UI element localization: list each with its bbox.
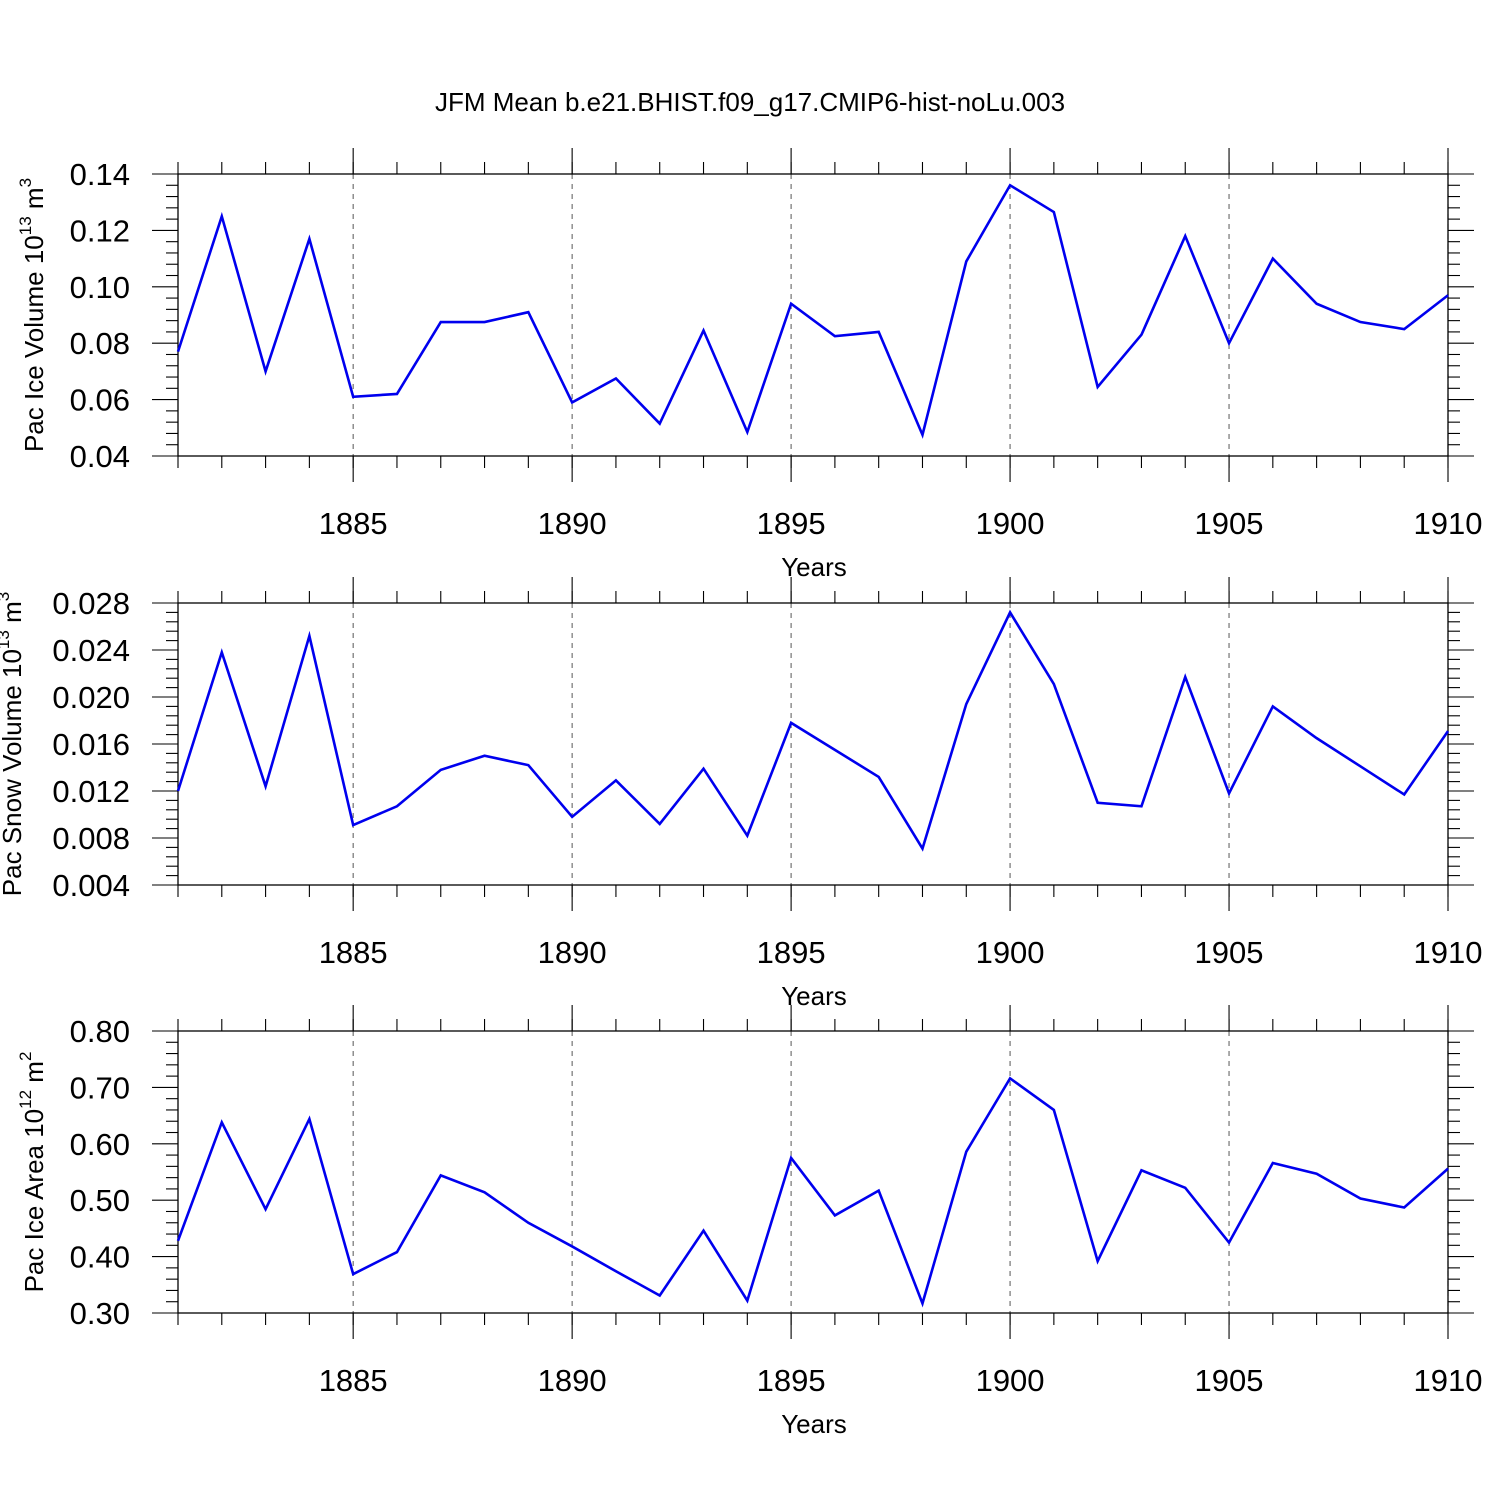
- series-points: [178, 185, 1448, 435]
- x-tick-label: 1895: [757, 506, 826, 541]
- y-axis-title: Pac Ice Volume 1013 m3: [16, 178, 49, 452]
- x-tick-label: 1905: [1195, 1363, 1264, 1398]
- y-tick-label: 0.008: [52, 821, 130, 856]
- x-tick-label: 1905: [1195, 506, 1264, 541]
- x-tick-label: 1890: [538, 1363, 607, 1398]
- plot-frame: [177, 602, 1449, 886]
- y-tick-label: 0.10: [70, 270, 130, 305]
- y-axis-title-part: Pac Ice Volume 10: [19, 235, 49, 452]
- x-tick-label: 1900: [976, 506, 1045, 541]
- x-tick-label: 1900: [976, 935, 1045, 970]
- x-tick-label: 1910: [1414, 1363, 1483, 1398]
- y-tick-label: 0.016: [52, 727, 130, 762]
- y-minor-ticks: [166, 611, 1460, 877]
- x-tick-label: 1885: [319, 935, 388, 970]
- y-tick-label: 0.40: [70, 1240, 130, 1275]
- y-tick-label: 0.70: [70, 1070, 130, 1105]
- y-tick-label: 0.12: [70, 213, 130, 248]
- y-tick-label: 0.004: [52, 868, 130, 903]
- y-axis-title-exponent: 3: [0, 592, 13, 601]
- y-axis-title-part: m: [19, 187, 49, 216]
- y-tick-label: 0.024: [52, 633, 130, 668]
- y-axis-title: Pac Ice Area 1012 m2: [16, 1052, 49, 1293]
- plot-frame: [177, 1030, 1449, 1314]
- x-tick-label: 1885: [319, 506, 388, 541]
- y-tick-label: 0.028: [52, 586, 130, 621]
- y-minor-ticks: [166, 1041, 1460, 1303]
- panel-2: 0.004 0.008 0.012 0.016 0.020 0.024 0.028 1885 1…: [0, 577, 1482, 1011]
- series-line: [176, 183, 1449, 439]
- x-axis-title: Years: [781, 552, 847, 582]
- y-axis-title-exponent: 12: [16, 1090, 35, 1109]
- y-tick-label: 0.06: [70, 383, 130, 418]
- x-tick-label: 1910: [1414, 506, 1483, 541]
- x-tick-label: 1895: [757, 935, 826, 970]
- y-tick-label: 0.020: [52, 680, 130, 715]
- y-tick-label: 0.30: [70, 1296, 130, 1331]
- y-axis-title-exponent: 2: [16, 1052, 35, 1061]
- plot-frame: [177, 173, 1449, 457]
- y-tick-label: 0.50: [70, 1183, 130, 1218]
- x-minor-ticks: [177, 591, 1449, 897]
- panel-3: 0.30 0.40 0.50 0.60 0.70 0.80 1885 1890 1895 1900…: [16, 1005, 1482, 1439]
- x-axis-title: Years: [781, 1409, 847, 1439]
- x-tick-label: 1900: [976, 1363, 1045, 1398]
- x-tick-label: 1905: [1195, 935, 1264, 970]
- panel-1: 0.04 0.06 0.08 0.10 0.12 0.14 1885 1890 1895 1900…: [16, 148, 1482, 582]
- y-axis-title-exponent: 13: [16, 216, 35, 235]
- y-tick-label: 0.012: [52, 774, 130, 809]
- x-minor-ticks: [177, 1019, 1449, 1325]
- panels: 0.04 0.06 0.08 0.10 0.12 0.14 1885 1890 1895 1900…: [0, 148, 1482, 1439]
- x-minor-ticks: [177, 162, 1449, 468]
- x-tick-label: 1890: [538, 935, 607, 970]
- y-axis-title-part: m: [19, 1061, 49, 1090]
- series-line: [176, 1076, 1449, 1308]
- y-axis-title: Pac Snow Volume 1013 m3: [0, 592, 27, 896]
- x-axis-title: Years: [781, 981, 847, 1011]
- y-tick-label: 0.80: [70, 1014, 130, 1049]
- y-tick-label: 0.14: [70, 157, 130, 192]
- series-line: [176, 609, 1450, 852]
- y-axis-title-part: Pac Ice Area 10: [19, 1109, 49, 1293]
- y-axis-title-part: Pac Snow Volume 10: [0, 649, 27, 896]
- y-tick-label: 0.08: [70, 326, 130, 361]
- y-axis-title-exponent: 13: [0, 630, 13, 649]
- x-tick-label: 1885: [319, 1363, 388, 1398]
- y-minor-ticks: [166, 184, 1460, 446]
- y-tick-label: 0.60: [70, 1127, 130, 1162]
- x-tick-label: 1890: [538, 506, 607, 541]
- figure-title: JFM Mean b.e21.BHIST.f09_g17.CMIP6-hist-…: [435, 87, 1065, 117]
- series-points: [178, 612, 1448, 848]
- x-tick-label: 1895: [757, 1363, 826, 1398]
- x-tick-label: 1910: [1414, 935, 1483, 970]
- y-axis-title-part: m: [0, 601, 27, 630]
- y-axis-title-exponent: 3: [16, 178, 35, 187]
- y-tick-label: 0.04: [70, 439, 130, 474]
